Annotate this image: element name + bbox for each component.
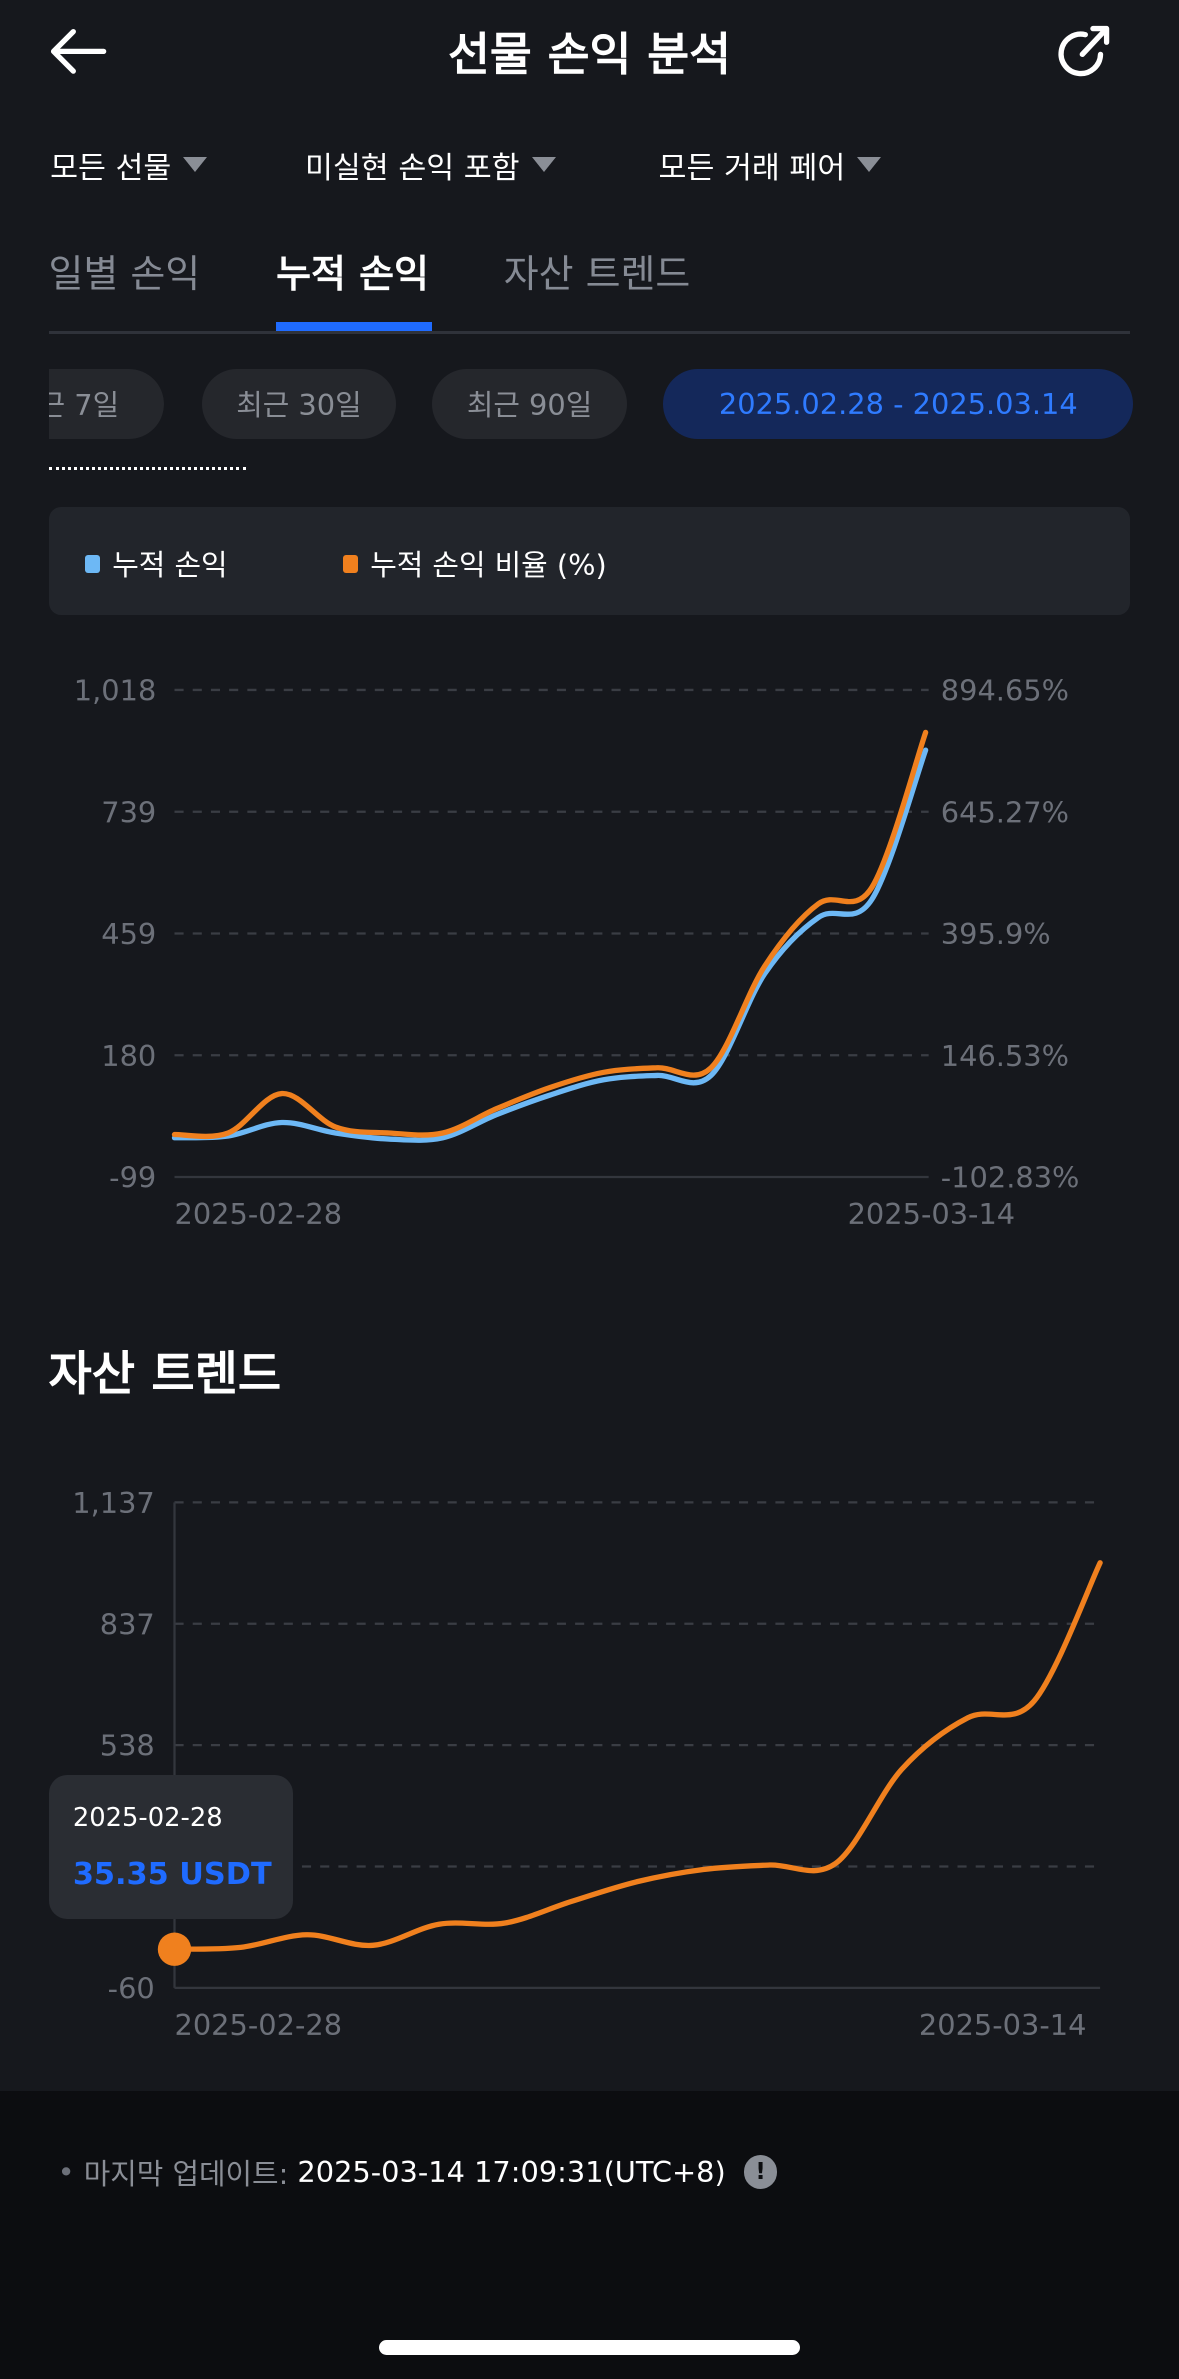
arrow-left-icon <box>50 29 106 74</box>
tab-asset-trend[interactable]: 자산 트렌드 <box>503 251 691 296</box>
y-tick: 837 <box>100 1607 155 1641</box>
legend-swatch <box>342 554 359 573</box>
cumulative-pnl-chart[interactable]: 1,018 894.65% 739 645.27% 459 395.9% 180 146.53… <box>0 652 1179 1244</box>
tooltip-value: 35.35 USDT <box>72 1857 272 1893</box>
back-button[interactable] <box>46 21 113 82</box>
tooltip-point <box>157 1932 192 1966</box>
y-tick-left: 1,018 <box>74 674 157 708</box>
range-chip-90d[interactable]: 최근 90일 <box>432 368 627 439</box>
last-update-label: 마지막 업데이트: <box>83 2156 289 2191</box>
series-line-asset <box>171 1560 1103 1952</box>
y-tick-left: 739 <box>101 796 156 830</box>
tab-daily-pnl[interactable]: 일별 손익 <box>48 251 201 296</box>
footer <box>0 2090 1179 2379</box>
page-title: 선물 손익 분석 <box>448 28 731 82</box>
chart-tooltip: 2025-02-28 35.35 USDT <box>48 1775 293 1920</box>
info-icon[interactable]: ! <box>743 2155 778 2189</box>
y-tick-right: 645.27% <box>941 796 1069 830</box>
legend-label: 누적 손익 비율 (%) <box>370 548 607 583</box>
legend-swatch <box>84 554 101 573</box>
range-chip-30d[interactable]: 최근 30일 <box>201 368 397 439</box>
y-tick: 1,137 <box>72 1486 155 1520</box>
dotted-underline <box>48 467 246 471</box>
x-tick: 2025-02-28 <box>175 2008 343 2042</box>
last-update: • 마지막 업데이트: 2025-03-14 17:09:31(UTC+8) ! <box>58 2152 778 2193</box>
chart-legend: 누적 손익 누적 손익 비율 (%) <box>48 506 1131 615</box>
y-tick: -60 <box>108 1971 155 2005</box>
range-chip-7d[interactable]: 근 7일 <box>48 368 164 439</box>
tab-divider <box>48 330 1131 334</box>
y-tick-left: 459 <box>101 918 156 952</box>
legend-label: 누적 손익 <box>112 548 228 583</box>
series-line-pnl-ratio <box>171 730 929 1140</box>
bullet: • <box>57 2155 75 2190</box>
x-tick: 2025-03-14 <box>919 2008 1087 2042</box>
filter-pairs-dropdown[interactable]: 모든 거래 페어 <box>659 143 882 187</box>
series-line-pnl <box>171 747 929 1144</box>
y-tick-right: 395.9% <box>941 918 1051 952</box>
filter-futures-dropdown[interactable]: 모든 선물 <box>50 143 208 187</box>
active-tab-indicator <box>276 321 433 331</box>
y-tick-left: -99 <box>109 1161 156 1195</box>
filter-unrealized-dropdown[interactable]: 미실현 손익 포함 <box>305 143 556 187</box>
section-title-asset-trend: 자산 트렌드 <box>48 1347 282 1403</box>
tooltip-date: 2025-02-28 <box>72 1802 223 1833</box>
range-chip-custom[interactable]: 2025.02.28 - 2025.03.14 <box>663 368 1134 439</box>
y-tick-right: 894.65% <box>941 674 1069 708</box>
tab-cumulative-pnl[interactable]: 누적 손익 <box>276 251 429 296</box>
caret-down-icon <box>183 157 208 172</box>
share-icon <box>1058 26 1109 77</box>
legend-item-pnl[interactable]: 누적 손익 <box>84 543 228 584</box>
caret-down-icon <box>531 157 556 172</box>
filter-label: 모든 거래 페어 <box>658 150 846 186</box>
y-tick-right: 146.53% <box>941 1039 1069 1073</box>
x-tick: 2025-03-14 <box>848 1198 1016 1232</box>
asset-trend-chart[interactable]: 1,137 837 538 -60 2025-02-28 2025-03-14 <box>0 1472 1179 2064</box>
legend-item-pnl-ratio[interactable]: 누적 손익 비율 (%) <box>342 543 607 584</box>
y-tick: 538 <box>100 1729 155 1763</box>
y-tick-right: -102.83% <box>941 1161 1080 1195</box>
x-tick: 2025-02-28 <box>175 1198 343 1232</box>
home-indicator[interactable] <box>379 2339 800 2355</box>
filter-label: 모든 선물 <box>50 150 172 186</box>
share-button[interactable] <box>1055 21 1116 82</box>
filter-label: 미실현 손익 포함 <box>304 150 520 186</box>
range-7d-clip: 근 7일 <box>48 368 164 439</box>
last-update-time: 2025-03-14 17:09:31(UTC+8) <box>297 2155 726 2190</box>
caret-down-icon <box>857 157 882 172</box>
y-tick-left: 180 <box>101 1039 156 1073</box>
